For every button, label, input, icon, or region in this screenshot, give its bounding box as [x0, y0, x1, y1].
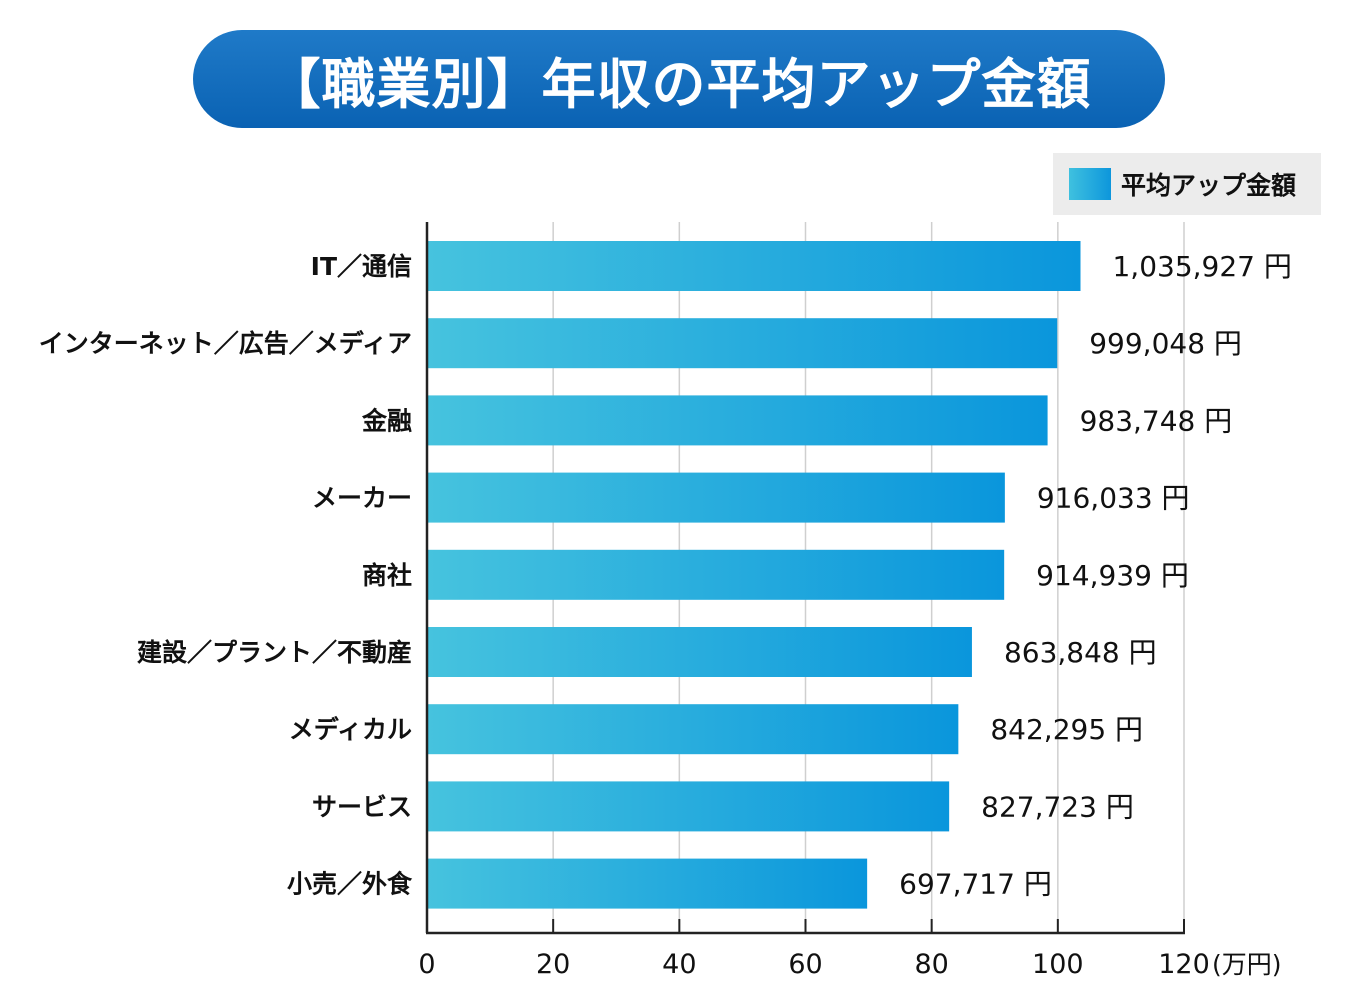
labels: 0 20 40 60 80 100 120 (万円) IT／通信 1,035,927 円インターネ… [39, 250, 1292, 980]
value-label: 827,723 円 [981, 790, 1134, 823]
bar [427, 395, 1048, 446]
x-unit-label: (万円) [1212, 950, 1282, 979]
bar [427, 241, 1081, 291]
axes [425, 222, 1185, 935]
x-tick-label: 40 [662, 949, 696, 980]
value-label: 916,033 円 [1037, 482, 1190, 515]
value-label: 842,295 円 [990, 713, 1143, 746]
value-label: 863,848 円 [1004, 636, 1157, 669]
bar [427, 781, 950, 832]
x-tick-label: 120 [1158, 949, 1210, 980]
bar [427, 318, 1058, 369]
bar [427, 858, 868, 909]
category-label: インターネット／広告／メディア [39, 329, 412, 358]
x-tick-label: 100 [1032, 949, 1084, 980]
value-label: 697,717 円 [899, 868, 1052, 901]
bar [427, 549, 1005, 600]
x-tick-label: 60 [788, 949, 822, 980]
bar [427, 472, 1005, 523]
category-label: 商社 [362, 561, 412, 590]
bars [427, 241, 1081, 909]
category-label: 金融 [361, 406, 412, 435]
category-label: メディカル [289, 715, 412, 744]
chart-title: 【職業別】年収の平均アップ金額 [266, 52, 1092, 116]
chart-title-banner: 【職業別】年収の平均アップ金額 [193, 30, 1165, 128]
x-tick-label: 0 [418, 949, 435, 980]
category-label: IT／通信 [311, 252, 412, 281]
category-label: サービス [312, 792, 412, 821]
legend-swatch [1069, 168, 1111, 200]
legend: 平均アップ金額 [1053, 153, 1321, 215]
x-tick-label: 20 [536, 949, 570, 980]
value-label: 1,035,927 円 [1112, 250, 1291, 283]
bar [427, 627, 972, 677]
value-label: 914,939 円 [1036, 559, 1189, 592]
value-label: 983,748 円 [1080, 404, 1233, 437]
legend-label: 平均アップ金額 [1121, 171, 1297, 200]
category-label: 建設／プラント／不動産 [137, 638, 412, 667]
value-label: 999,048 円 [1089, 327, 1242, 360]
bar [427, 704, 959, 755]
category-label: メーカー [312, 484, 412, 513]
x-tick-label: 80 [914, 949, 948, 980]
category-label: 小売／外食 [287, 870, 413, 899]
